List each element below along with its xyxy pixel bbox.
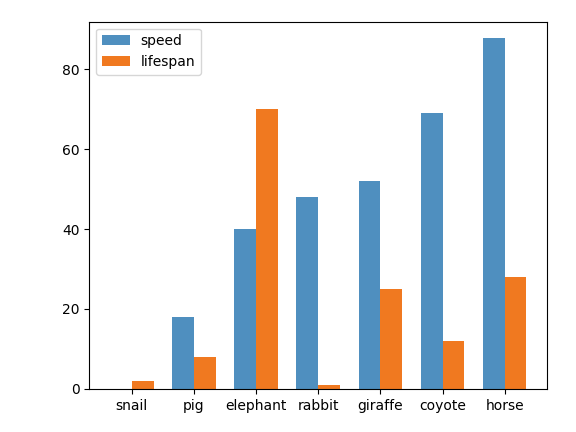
Bar — [359, 181, 380, 389]
Bar — [505, 277, 526, 389]
Bar — [234, 229, 256, 389]
Legend: speed, lifespan: speed, lifespan — [96, 29, 201, 75]
Bar — [132, 381, 154, 389]
Bar — [297, 197, 318, 389]
Bar — [483, 38, 505, 389]
Bar — [256, 109, 278, 389]
Bar — [442, 341, 464, 389]
Bar — [318, 385, 340, 389]
Bar — [380, 289, 402, 389]
Bar — [194, 357, 216, 389]
Bar — [172, 317, 194, 389]
Bar — [420, 114, 442, 389]
